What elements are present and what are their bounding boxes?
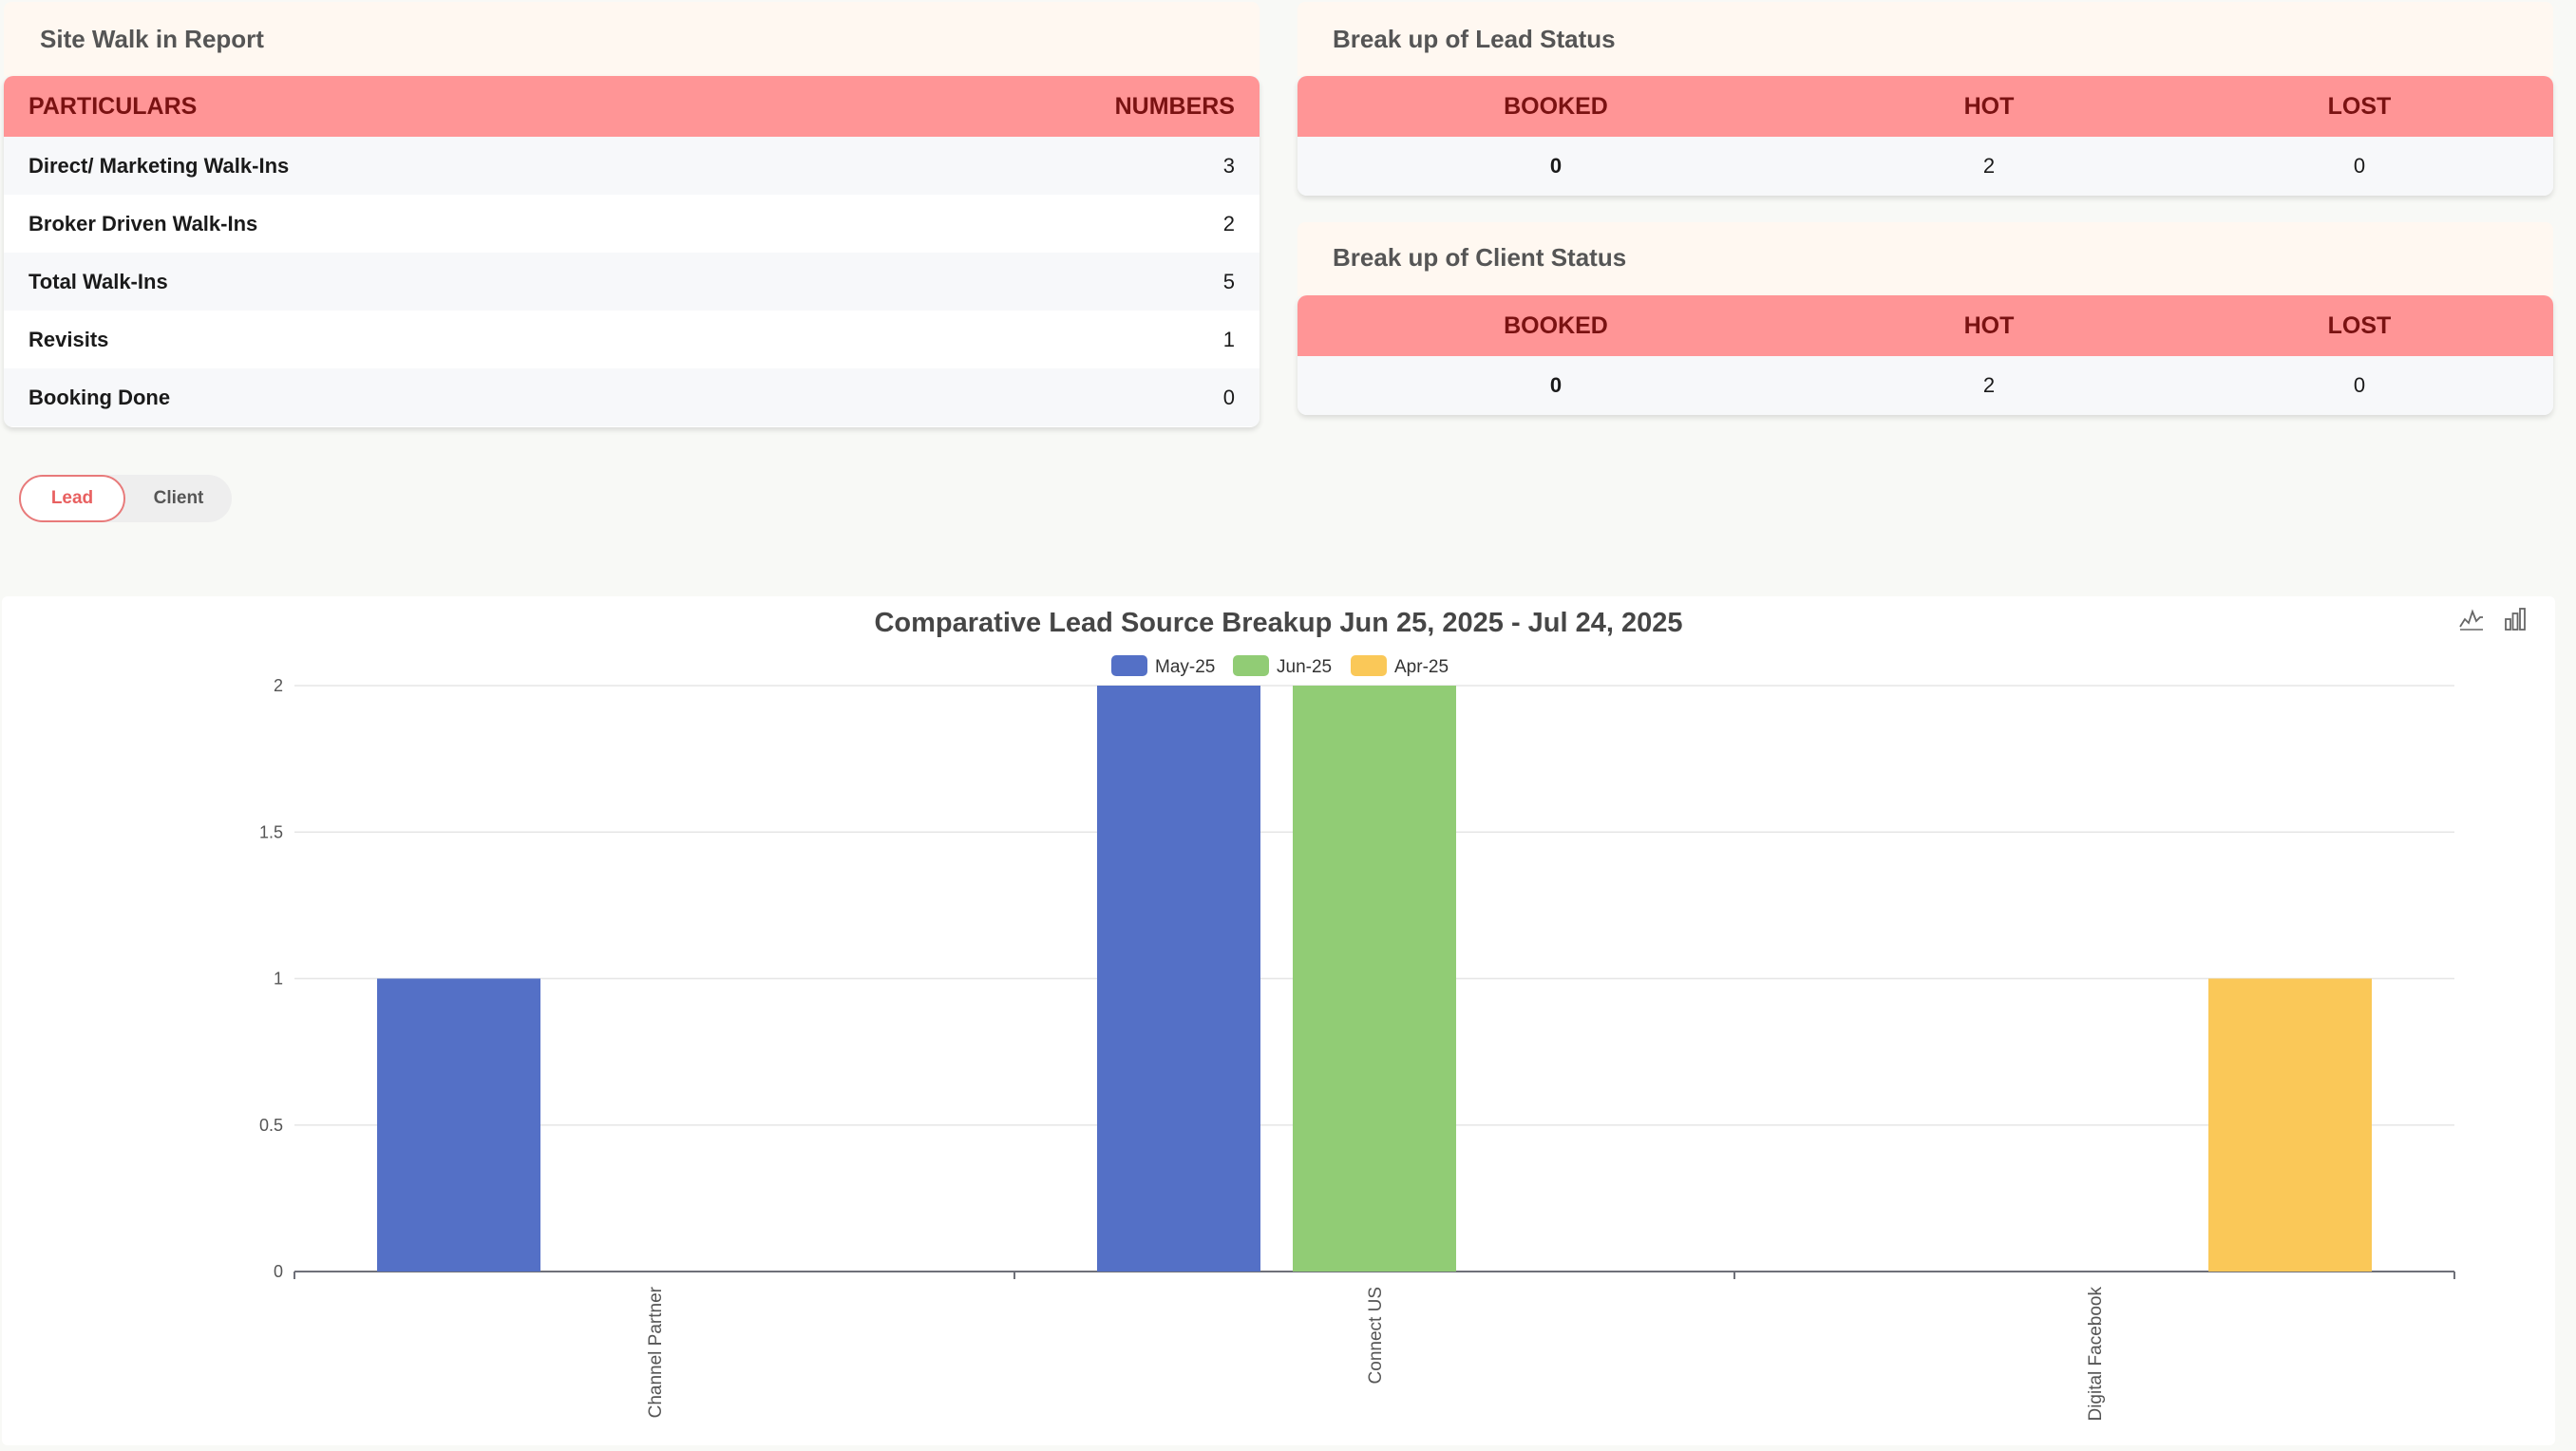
y-tick-label: 0.5 [259, 1116, 283, 1135]
client-status-header: BOOKED HOT LOST [1297, 295, 2553, 356]
table-row: Broker Driven Walk-Ins 2 [4, 195, 1260, 253]
lead-status-header: BOOKED HOT LOST [1297, 76, 2553, 137]
bar-chart: Comparative Lead Source Breakup Jun 25, … [259, 608, 2455, 1422]
header-particulars: PARTICULARS [28, 92, 198, 120]
hot-value: 2 [1982, 373, 1996, 397]
y-tick-label: 1 [274, 970, 283, 989]
booked-value: 0 [1549, 154, 1563, 178]
lost-value: 0 [2353, 154, 2366, 178]
legend-swatch [1233, 655, 1269, 676]
header-booked: BOOKED [1504, 311, 1608, 339]
legend-label: May-25 [1155, 657, 1215, 677]
lead-status-title: Break up of Lead Status [1333, 25, 1616, 53]
bar [1293, 686, 1456, 1272]
site-walk-title: Site Walk in Report [40, 25, 264, 53]
hot-value: 2 [1982, 154, 1996, 178]
row-label: Revisits [28, 327, 109, 351]
table-row: 0 2 0 [1297, 137, 2553, 196]
chart-toolbox [2458, 606, 2529, 632]
header-hot: HOT [1963, 311, 2015, 339]
y-tick-label: 0 [274, 1262, 283, 1281]
row-label: Direct/ Marketing Walk-Ins [28, 153, 290, 178]
line-chart-icon[interactable] [2458, 606, 2485, 632]
legend-swatch [1351, 655, 1387, 676]
header-lost: LOST [2327, 311, 2392, 339]
lost-value: 0 [2353, 373, 2366, 397]
row-value: 3 [1222, 153, 1235, 178]
legend-label: Apr-25 [1394, 657, 1449, 677]
toggle-client[interactable]: Client [153, 488, 204, 508]
legend-swatch [1111, 655, 1147, 676]
row-value: 0 [1222, 385, 1235, 409]
row-label: Total Walk-Ins [28, 269, 168, 293]
bar [1097, 686, 1260, 1272]
table-row: Booking Done 0 [4, 368, 1260, 426]
toggle-lead[interactable]: Lead [19, 475, 125, 522]
booked-value: 0 [1549, 373, 1563, 397]
y-tick-label: 1.5 [259, 822, 283, 841]
site-walk-table: PARTICULARS NUMBERS Direct/ Marketing Wa… [4, 76, 1260, 427]
row-label: Broker Driven Walk-Ins [28, 211, 258, 236]
row-value: 5 [1222, 269, 1235, 293]
row-value: 2 [1222, 211, 1235, 236]
header-hot: HOT [1963, 92, 2015, 120]
header-lost: LOST [2327, 92, 2392, 120]
x-tick-label: Digital Facebook [2086, 1287, 2106, 1422]
client-status-title-bar [1297, 222, 2553, 296]
lead-source-chart-card: Comparative Lead Source Breakup Jun 25, … [2, 596, 2555, 1445]
client-status-title: Break up of Client Status [1333, 243, 1627, 272]
client-status-table: BOOKED HOT LOST 0 2 0 [1297, 295, 2553, 415]
x-tick-label: Connect US [1366, 1287, 1386, 1384]
site-walk-title-bar [4, 2, 1260, 76]
row-label: Booking Done [28, 385, 171, 409]
chart-title: Comparative Lead Source Breakup Jun 25, … [874, 608, 1682, 638]
legend-label: Jun-25 [1277, 657, 1332, 677]
header-booked: BOOKED [1504, 92, 1608, 120]
table-row: Revisits 1 [4, 311, 1260, 368]
lead-status-table: BOOKED HOT LOST 0 2 0 [1297, 76, 2553, 196]
site-walk-header: PARTICULARS NUMBERS [4, 76, 1260, 137]
table-row: 0 2 0 [1297, 356, 2553, 415]
bar-chart-icon[interactable] [2502, 606, 2529, 632]
lead-client-toggle: Client Lead [19, 475, 232, 522]
row-value: 1 [1222, 327, 1235, 351]
lead-status-title-bar [1297, 2, 2553, 76]
table-row: Direct/ Marketing Walk-Ins 3 [4, 137, 1260, 195]
bar [2208, 978, 2372, 1272]
bar [377, 978, 540, 1272]
header-numbers: NUMBERS [1114, 92, 1235, 120]
y-tick-label: 2 [274, 676, 283, 695]
table-row: Total Walk-Ins 5 [4, 253, 1260, 311]
x-tick-label: Channel Partner [646, 1286, 666, 1418]
